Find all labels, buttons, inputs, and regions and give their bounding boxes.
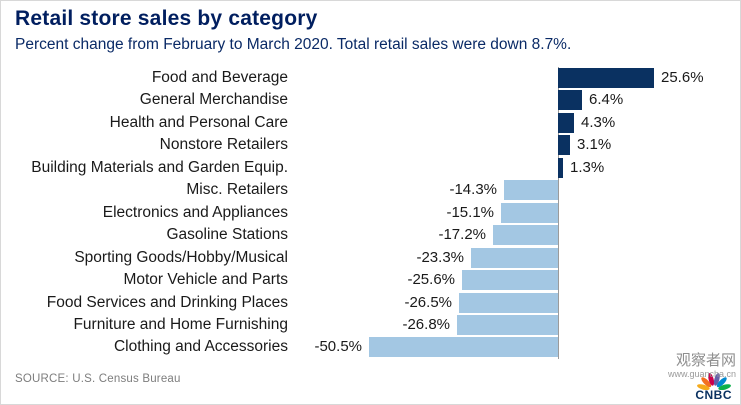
source-credit: SOURCE: U.S. Census Bureau <box>15 373 181 385</box>
value-label: 4.3% <box>581 113 616 131</box>
chart-title: Retail store sales by category <box>15 7 318 30</box>
bar-row: Furniture and Home Furnishing -26.8% <box>1 314 740 336</box>
bar-row: Food and Beverage 25.6% <box>1 67 740 89</box>
bar-plot-area: -50.5% <box>296 336 740 358</box>
bar-plot-area: 1.3% <box>296 157 740 179</box>
value-label: -15.1% <box>446 203 494 221</box>
chart-subtitle: Percent change from February to March 20… <box>15 36 572 53</box>
category-label: Electronics and Appliances <box>102 203 288 221</box>
bar-row: Motor Vehicle and Parts -25.6% <box>1 269 740 291</box>
category-label: Food Services and Drinking Places <box>46 293 288 311</box>
bar-plot-area: 4.3% <box>296 112 740 134</box>
value-label: -25.6% <box>407 271 455 289</box>
bar-positive <box>558 157 563 178</box>
bar-negative <box>457 314 558 335</box>
category-label: Health and Personal Care <box>109 113 288 131</box>
value-label: -23.3% <box>416 248 464 266</box>
bar-row: Electronics and Appliances -15.1% <box>1 202 740 224</box>
category-label: Misc. Retailers <box>186 181 288 199</box>
bar-negative <box>369 337 558 358</box>
bar-chart: Food and Beverage 25.6% General Merchandis… <box>1 67 740 359</box>
category-label: Motor Vehicle and Parts <box>123 271 288 289</box>
value-label: 1.3% <box>570 158 605 176</box>
peacock-icon <box>696 373 731 390</box>
bar-negative <box>471 247 558 268</box>
category-label: General Merchandise <box>139 91 288 109</box>
category-label: Gasoline Stations <box>166 226 289 244</box>
bar-positive <box>558 112 574 133</box>
bar-negative <box>504 180 558 201</box>
value-label: 25.6% <box>661 69 704 86</box>
bar-row: Misc. Retailers -14.3% <box>1 179 740 201</box>
cnbc-wordmark: CNBC <box>695 388 732 402</box>
bar-positive <box>558 135 570 156</box>
category-label: Nonstore Retailers <box>159 136 288 154</box>
bar-row: Sporting Goods/Hobby/Musical -23.3% <box>1 247 740 269</box>
value-label: -14.3% <box>449 181 497 199</box>
bar-plot-area: 3.1% <box>296 134 740 156</box>
bar-row: Food Services and Drinking Places -26.5% <box>1 292 740 314</box>
value-label: -50.5% <box>314 338 362 356</box>
bar-negative <box>462 270 558 291</box>
category-label: Furniture and Home Furnishing <box>73 315 288 333</box>
bar-plot-area: -14.3% <box>296 179 740 201</box>
bar-row: Nonstore Retailers 3.1% <box>1 134 740 156</box>
bar-row: Building Materials and Garden Equip. 1.3% <box>1 157 740 179</box>
category-label: Food and Beverage <box>151 69 288 86</box>
bar-plot-area: -15.1% <box>296 202 740 224</box>
bar-plot-area: -17.2% <box>296 224 740 246</box>
bar-negative <box>501 202 558 223</box>
watermark-name: 观察者网 <box>675 352 736 369</box>
category-label: Clothing and Accessories <box>113 338 288 356</box>
bar-plot-area: -23.3% <box>296 247 740 269</box>
watermark-url: www.guancha.cn <box>667 368 736 379</box>
bar-negative <box>459 292 558 313</box>
cnbc-logo: CNBC <box>695 373 732 402</box>
value-label: 3.1% <box>577 136 612 154</box>
value-label: -26.5% <box>404 293 452 311</box>
bar-row: General Merchandise 6.4% <box>1 89 740 111</box>
bar-row: Gasoline Stations -17.2% <box>1 224 740 246</box>
value-label: 6.4% <box>589 91 624 109</box>
bar-negative <box>493 225 558 246</box>
bar-positive <box>558 68 654 88</box>
watermark: 观察者网 www.guancha.cn <box>667 352 736 379</box>
value-label: -17.2% <box>438 226 486 244</box>
bar-row: Clothing and Accessories -50.5% <box>1 336 740 358</box>
bar-plot-area: -26.8% <box>296 314 740 336</box>
bar-plot-area: 25.6% <box>296 67 740 89</box>
category-label: Building Materials and Garden Equip. <box>31 158 288 176</box>
bar-plot-area: 6.4% <box>296 89 740 111</box>
value-label: -26.8% <box>402 315 450 333</box>
bar-plot-area: -26.5% <box>296 292 740 314</box>
bar-plot-area: -25.6% <box>296 269 740 291</box>
category-label: Sporting Goods/Hobby/Musical <box>74 248 288 266</box>
bar-positive <box>558 90 582 111</box>
bar-row: Health and Personal Care 4.3% <box>1 112 740 134</box>
zero-baseline <box>558 67 559 359</box>
